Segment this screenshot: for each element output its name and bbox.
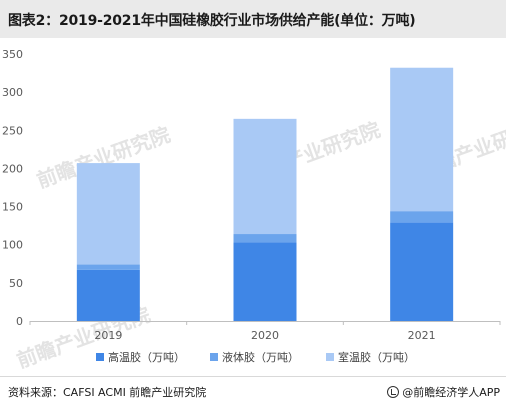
legend-label: 室温胶（万吨） xyxy=(338,350,415,364)
bar-segment xyxy=(76,264,140,270)
bar-segment xyxy=(233,234,297,243)
bar-layer xyxy=(76,67,454,321)
bar-segment xyxy=(76,163,140,265)
y-tick-label: 0 xyxy=(16,315,23,328)
y-tick-label: 50 xyxy=(9,277,23,290)
x-tick-label: 2021 xyxy=(408,329,436,342)
title-bar: 图表2：2019-2021年中国硅橡胶行业市场供给产能(单位：万吨) xyxy=(0,0,506,38)
legend: 高温胶（万吨） 液体胶（万吨） 室温胶（万吨） xyxy=(96,350,415,364)
legend-swatch xyxy=(210,353,218,361)
y-tick-label: 350 xyxy=(2,48,23,61)
source-note: 资料来源：CAFSI ACMI 前瞻产业研究院 xyxy=(8,386,207,399)
x-tick-label: 2020 xyxy=(251,329,279,342)
y-tick-label: 200 xyxy=(2,162,23,175)
y-tick-label: 100 xyxy=(2,239,23,252)
bar-segment xyxy=(233,242,297,321)
y-axis: 0 50 100 150 200 250 300 350 xyxy=(2,48,23,328)
legend-swatch xyxy=(326,353,334,361)
brand-label: @前瞻经济学人APP xyxy=(402,386,500,399)
x-tick-label: 2019 xyxy=(94,329,122,342)
footer: 资料来源：CAFSI ACMI 前瞻产业研究院 @前瞻经济学人APP xyxy=(0,376,506,410)
y-tick-label: 300 xyxy=(2,86,23,99)
x-axis: 2019 2020 2021 xyxy=(29,321,501,342)
bar-segment xyxy=(390,67,454,212)
bar-segment xyxy=(233,118,297,235)
legend-label: 液体胶（万吨） xyxy=(222,350,299,364)
y-tick-label: 250 xyxy=(2,124,23,137)
qianzhan-logo-icon xyxy=(387,386,400,398)
brand-credit: @前瞻经济学人APP xyxy=(387,384,500,400)
bar-segment xyxy=(390,211,454,223)
y-tick-label: 150 xyxy=(2,201,23,214)
legend-label: 高温胶（万吨） xyxy=(108,350,185,364)
legend-swatch xyxy=(96,353,104,361)
chart-title: 图表2：2019-2021年中国硅橡胶行业市场供给产能(单位：万吨) xyxy=(8,13,416,29)
bar-segment xyxy=(76,269,140,321)
bar-segment xyxy=(390,222,454,321)
